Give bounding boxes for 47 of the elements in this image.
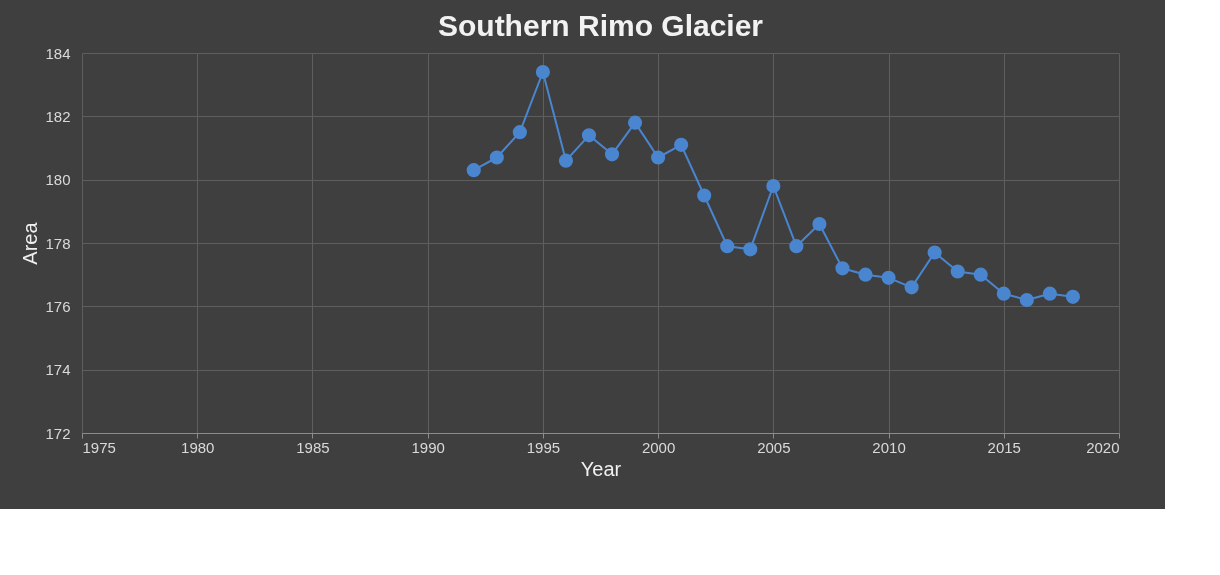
point	[581, 128, 597, 143]
point	[489, 150, 504, 165]
point	[651, 150, 666, 165]
y-tick-label: 178	[45, 234, 71, 252]
point	[1019, 292, 1034, 308]
x-tick-label: 1975	[82, 438, 116, 456]
point	[743, 242, 758, 257]
x-tick-label: 1995	[526, 438, 561, 456]
point	[628, 115, 643, 130]
x-tick-label: 1985	[296, 438, 330, 456]
x-tick-label: 2000	[641, 438, 676, 456]
point	[674, 137, 689, 152]
y-tick-label: 182	[45, 107, 71, 125]
x-tick-label: 1990	[411, 438, 445, 456]
y-tick-label: 184	[45, 44, 71, 62]
point	[512, 125, 527, 140]
x-tick-label: 2010	[872, 438, 906, 456]
point	[720, 239, 735, 254]
point	[950, 264, 965, 279]
point	[604, 147, 620, 162]
point	[697, 188, 712, 203]
point	[904, 280, 919, 295]
point	[996, 286, 1011, 301]
point	[1065, 289, 1080, 304]
point	[558, 153, 573, 168]
x-tick-label: 1980	[181, 438, 215, 456]
point	[858, 267, 873, 282]
point	[1042, 286, 1057, 301]
point	[466, 163, 481, 178]
x-tick-label: 2020	[1086, 438, 1120, 456]
point	[835, 261, 850, 276]
point	[812, 216, 827, 232]
point	[766, 178, 781, 194]
x-axis-title: Year	[580, 457, 622, 480]
point	[927, 245, 942, 260]
x-tick-label: 2015	[987, 438, 1021, 456]
point	[973, 267, 988, 282]
chart-title: Southern Rimo Glacier	[437, 9, 764, 42]
y-tick-label: 180	[45, 171, 71, 189]
x-tick-label: 2005	[757, 438, 791, 456]
point	[535, 64, 550, 80]
y-tick-label: 176	[45, 297, 71, 315]
point	[789, 239, 804, 254]
y-tick-label: 174	[45, 361, 71, 379]
point	[881, 270, 896, 285]
y-axis-title: Area	[19, 221, 42, 265]
y-tick-label: 172	[45, 424, 71, 442]
